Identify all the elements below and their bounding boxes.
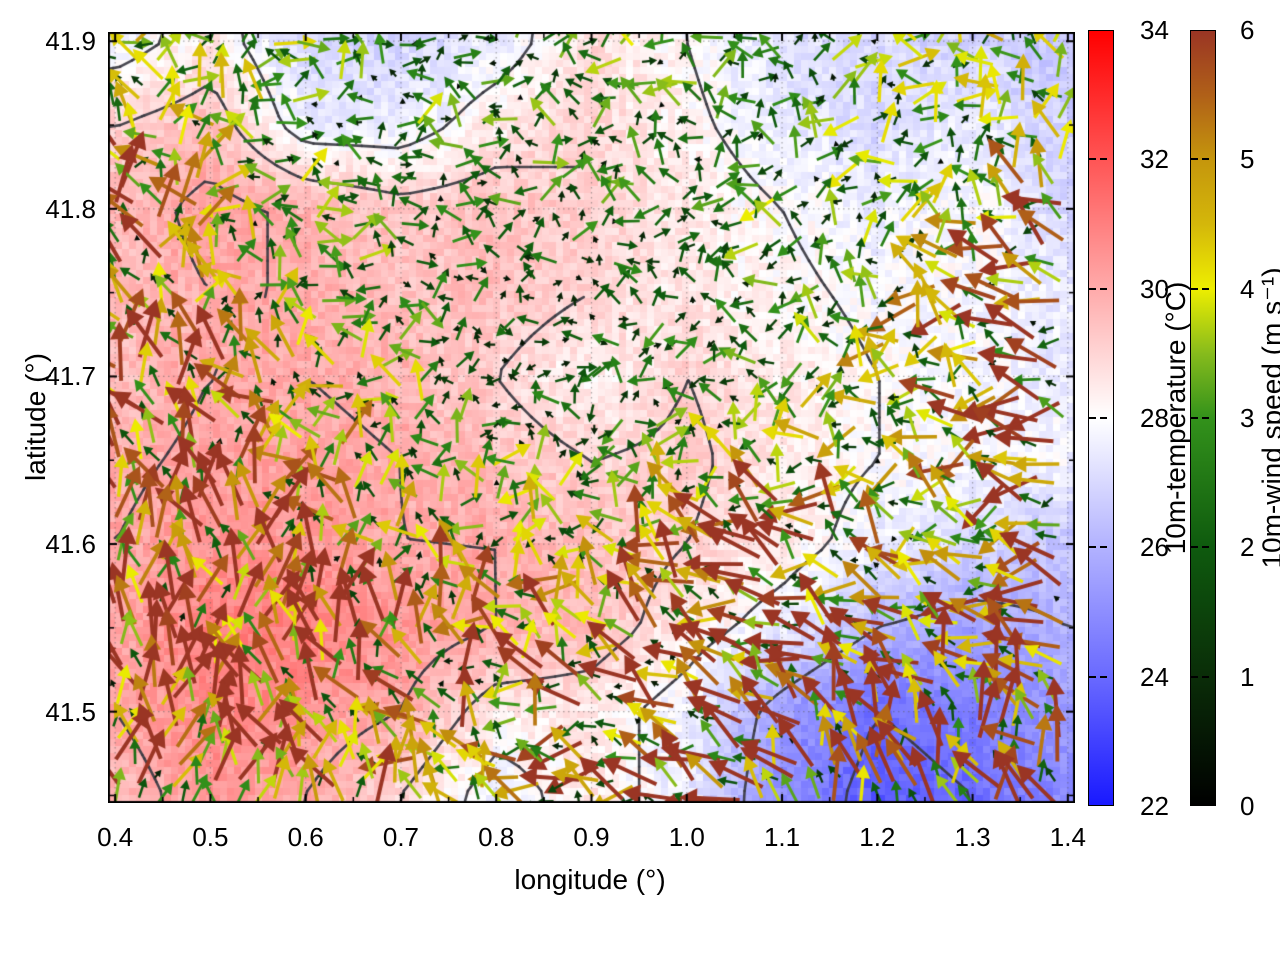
x-tick-label: 0.6 xyxy=(287,822,324,852)
wind-colorbar-tick-dash xyxy=(1191,158,1198,161)
temperature-colorbar-tick-dash xyxy=(1100,287,1107,290)
x-tick-label: 1.3 xyxy=(954,822,991,852)
wind-colorbar-tick-label: 1 xyxy=(1240,661,1255,692)
x-tick-label: 0.8 xyxy=(478,822,515,852)
x-tick-label: 0.9 xyxy=(573,822,610,852)
wind-colorbar-tick-dash xyxy=(1191,675,1198,678)
y-tick-label: 41.5 xyxy=(45,696,96,727)
y-tick-label: 41.6 xyxy=(45,529,96,560)
wind-colorbar-tick-dash xyxy=(1191,417,1198,419)
temperature-colorbar-tick-label: 22 xyxy=(1140,791,1169,821)
temperature-colorbar-tick-dash xyxy=(1089,417,1096,419)
y-axis-title: latitude (°) xyxy=(20,353,51,481)
wind-colorbar-tick-label: 3 xyxy=(1240,403,1255,433)
temperature-colorbar-tick-label: 26 xyxy=(1140,532,1169,563)
map-canvas[interactable] xyxy=(108,32,1075,803)
temperature-colorbar-tick-label: 32 xyxy=(1140,144,1169,175)
x-tick-label: 1.4 xyxy=(1049,822,1086,852)
wind-colorbar-tick-dash xyxy=(1191,287,1198,290)
x-tick-label: 0.7 xyxy=(382,822,420,852)
wind-colorbar-title: 10m-wind speed (m s⁻¹) xyxy=(1256,267,1280,569)
x-tick-label: 1.2 xyxy=(859,822,896,852)
wind-colorbar-tick-label: 4 xyxy=(1240,273,1255,304)
temperature-colorbar-tick-dash xyxy=(1089,675,1096,678)
wind-colorbar-tick-label: 2 xyxy=(1240,532,1255,563)
temperature-colorbar-tick-dash xyxy=(1089,546,1096,549)
wind-colorbar-tick-dash xyxy=(1202,287,1209,290)
temperature-colorbar-tick-label: 24 xyxy=(1140,661,1169,692)
x-tick-label: 1.0 xyxy=(668,822,705,852)
temperature-colorbar-tick-dash xyxy=(1089,287,1096,290)
wind-colorbar-tick-label: 5 xyxy=(1240,144,1255,175)
temperature-colorbar-tick-label: 28 xyxy=(1140,403,1169,433)
x-tick-label: 0.5 xyxy=(192,822,229,852)
temperature-colorbar-tick-label: 34 xyxy=(1140,15,1169,45)
temperature-colorbar-tick-dash xyxy=(1100,546,1107,549)
temperature-colorbar-title: 10m-temperature (°C) xyxy=(1160,281,1191,555)
x-tick-label: 0.4 xyxy=(97,822,134,852)
temperature-colorbar-tick-dash xyxy=(1089,158,1096,161)
wind-colorbar-tick-dash xyxy=(1191,546,1198,549)
y-tick-label: 41.9 xyxy=(45,26,96,57)
x-axis-title: longitude (°) xyxy=(514,864,666,895)
y-tick-label: 41.8 xyxy=(45,193,96,224)
wind-colorbar-tick-dash xyxy=(1202,546,1209,549)
wind-colorbar-tick-dash xyxy=(1202,158,1209,161)
wind-colorbar-tick-dash xyxy=(1202,417,1209,419)
temperature-colorbar-tick-dash xyxy=(1100,158,1107,161)
wind-colorbar-tick-label: 0 xyxy=(1240,791,1255,821)
wind-colorbar-tick-label: 6 xyxy=(1240,15,1255,45)
y-tick-label: 41.7 xyxy=(45,361,96,392)
wind-colorbar-tick-dash xyxy=(1202,675,1209,678)
temperature-colorbar-tick-dash xyxy=(1100,675,1107,678)
temperature-colorbar-tick-label: 30 xyxy=(1140,273,1169,304)
temperature-colorbar-tick-dash xyxy=(1100,417,1107,419)
x-tick-label: 1.1 xyxy=(763,822,801,852)
